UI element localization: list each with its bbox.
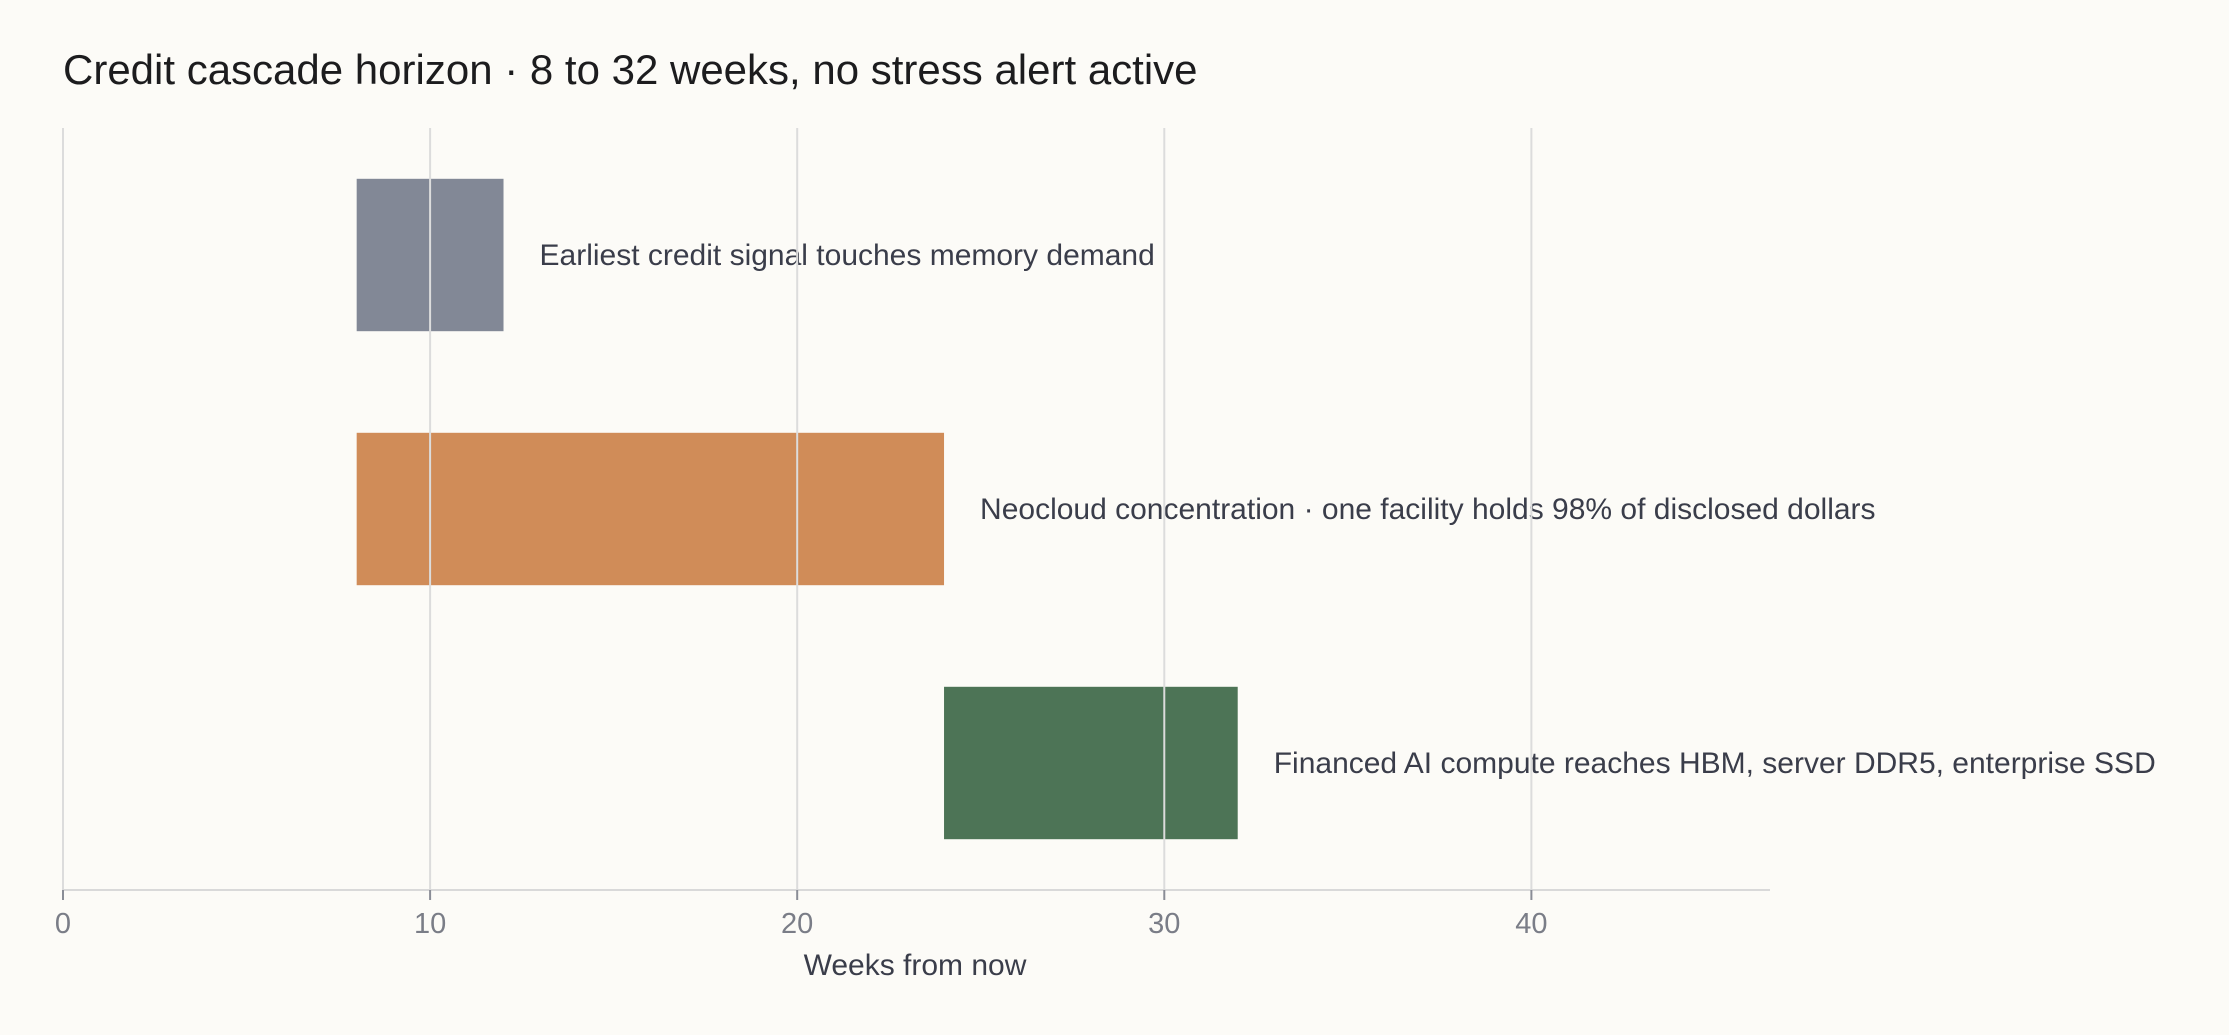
- bar-1: [356, 432, 945, 586]
- bars: Earliest credit signal touches memory de…: [356, 178, 2156, 840]
- x-tick-label-3: 30: [1148, 908, 1180, 940]
- x-tick-label-4: 40: [1515, 908, 1547, 940]
- bar-label-1: Neocloud concentration · one facility ho…: [980, 493, 1876, 526]
- gridlines: [62, 128, 1533, 890]
- x-tick-label-1: 10: [414, 908, 446, 940]
- x-axis: 0 10 20 30 40: [55, 889, 1770, 940]
- bar-label-2: Financed AI compute reaches HBM, server …: [1274, 747, 2156, 780]
- x-tick-label-2: 20: [781, 908, 813, 940]
- bar-label-0: Earliest credit signal touches memory de…: [540, 239, 1155, 272]
- x-axis-title: Weeks from now: [804, 949, 1027, 982]
- chart-title: Credit cascade horizon · 8 to 32 weeks, …: [63, 46, 1198, 93]
- bar-2: [944, 686, 1238, 840]
- x-tick-label-0: 0: [55, 908, 71, 940]
